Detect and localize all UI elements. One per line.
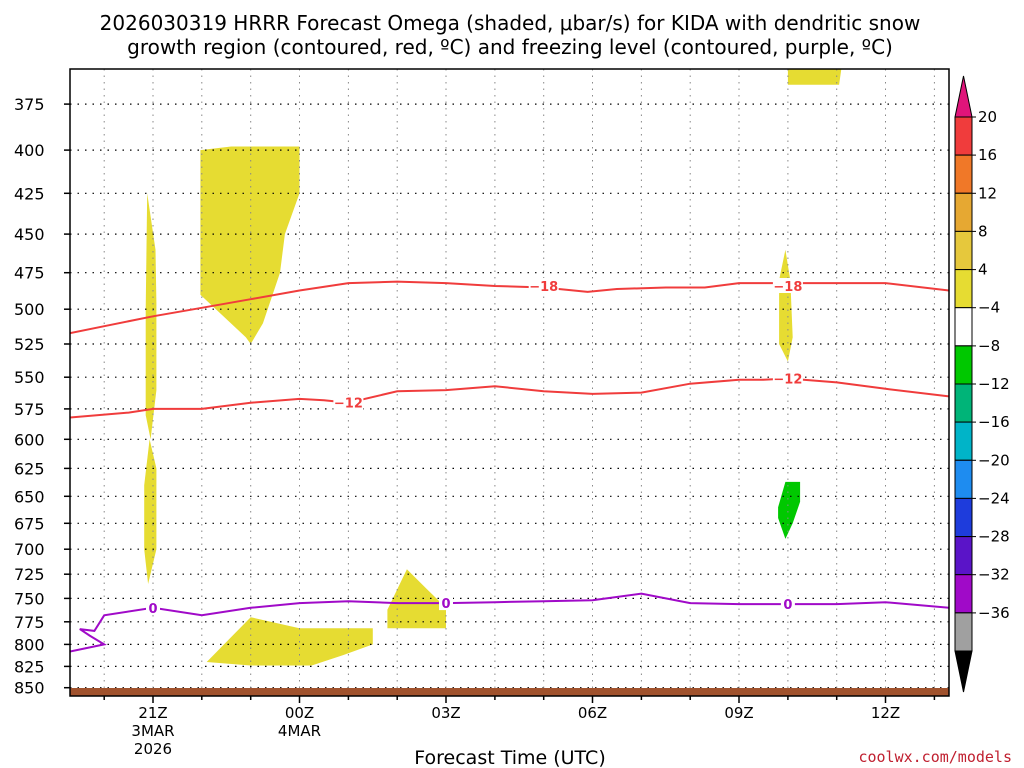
colorbar-label-12: −32 <box>978 566 1010 584</box>
colorbar-label-10: −24 <box>978 489 1010 507</box>
colorbar-label-11: −28 <box>978 528 1010 546</box>
omega-region-g <box>779 249 793 362</box>
ytick-label-575: 575 <box>14 400 45 419</box>
contour-label--18-0: −18 <box>529 280 558 295</box>
contour-label--12-1: −12 <box>773 373 802 388</box>
colorbar-box-2 <box>954 192 973 232</box>
contour-label--18-1: −18 <box>773 280 802 295</box>
y-axis: 375 400 425 450 475 500 525 550 575 600 625 650 675 7… <box>14 95 70 698</box>
ytick-label-725: 725 <box>14 565 45 584</box>
ytick-label-700: 700 <box>14 540 45 559</box>
contour-label-bg--12-0 <box>333 394 364 410</box>
plot-frame <box>69 68 950 697</box>
omega-region-f <box>787 69 842 85</box>
contour-line--12 <box>70 377 949 419</box>
ytick-label-625: 625 <box>14 459 45 478</box>
xtick-label-21Z: 21Z <box>138 704 167 722</box>
ytick-label-525: 525 <box>14 335 45 354</box>
ytick-label-800: 800 <box>14 635 45 654</box>
colorbar-box-1 <box>954 154 973 194</box>
ytick-label-850: 850 <box>14 679 45 698</box>
colorbar-box-11 <box>954 536 973 576</box>
colorbar-box-12 <box>954 574 973 614</box>
xtick-label-03Z: 03Z <box>431 704 460 722</box>
ytick-label-825: 825 <box>14 657 45 676</box>
omega-region-d <box>206 617 373 666</box>
contour-label-0-1: 0 <box>441 597 450 612</box>
chart-title-line2: growth region (contoured, red, ºC) and f… <box>127 35 893 59</box>
contour-label-bg--18-1 <box>772 278 803 293</box>
omega-region-c <box>200 146 300 344</box>
ytick-label-650: 650 <box>14 487 45 506</box>
colorbar: 20 16 12 8 4 −4 −8 −12 −16 −20 −24 −28 −32 −36 <box>954 75 1010 693</box>
contour-label-0-0: 0 <box>148 602 157 617</box>
ytick-label-600: 600 <box>14 430 45 449</box>
colorbar-box-13 <box>954 612 973 652</box>
colorbar-arrow-bottom <box>954 650 973 693</box>
colorbar-label-0: 20 <box>978 108 997 126</box>
colorbar-label-3: 8 <box>978 222 988 240</box>
ground-bar <box>70 688 949 696</box>
colorbar-label-7: −12 <box>978 375 1010 393</box>
chart-title-line1: 2026030319 HRRR Forecast Omega (shaded, … <box>100 11 921 35</box>
xtick-label-12Z: 12Z <box>871 704 900 722</box>
ytick-label-475: 475 <box>14 264 45 283</box>
ytick-label-750: 750 <box>14 589 45 608</box>
colorbar-box-4 <box>954 269 973 309</box>
ytick-label-400: 400 <box>14 141 45 160</box>
colorbar-box-3 <box>954 230 973 270</box>
ytick-label-450: 450 <box>14 225 45 244</box>
contour-label-bg-0-2 <box>780 596 795 612</box>
colorbar-box-7 <box>954 383 973 423</box>
xtick-label-00Z: 00Z <box>285 704 314 722</box>
xtick-sublabel-00Z-0: 4MAR <box>278 722 321 740</box>
omega-region-h <box>778 481 801 539</box>
contour-label--12-0: −12 <box>334 397 363 412</box>
colorbar-label-5: −4 <box>978 299 1000 317</box>
xtick-label-09Z: 09Z <box>724 704 753 722</box>
omega-shading <box>144 69 842 666</box>
colorbar-label-8: −16 <box>978 413 1010 431</box>
xtick-label-06Z: 06Z <box>578 704 607 722</box>
contour-label-bg--12-1 <box>772 370 803 386</box>
ytick-label-500: 500 <box>14 300 45 319</box>
ytick-label-425: 425 <box>14 184 45 203</box>
ytick-label-675: 675 <box>14 514 45 533</box>
xtick-sublabel-21Z-0: 3MAR <box>131 722 174 740</box>
colorbar-box-9 <box>954 459 973 499</box>
colorbar-box-0 <box>954 116 973 156</box>
contour-line-0 <box>70 592 949 653</box>
contour-label-bg--18-0 <box>528 278 559 293</box>
ytick-label-375: 375 <box>14 95 45 114</box>
xtick-sublabel-21Z-1: 2026 <box>134 740 172 758</box>
colorbar-label-6: −8 <box>978 337 1000 355</box>
ytick-label-550: 550 <box>14 368 45 387</box>
colorbar-box-5 <box>954 307 973 347</box>
colorbar-label-13: −36 <box>978 604 1010 622</box>
x-axis-title: Forecast Time (UTC) <box>414 747 605 768</box>
colorbar-arrow-top <box>954 75 973 118</box>
colorbar-box-8 <box>954 421 973 461</box>
contour-label-bg-0-1 <box>439 595 453 611</box>
contour-label-bg-0-0 <box>146 599 160 615</box>
colorbar-label-2: 12 <box>978 184 997 202</box>
colorbar-box-6 <box>954 345 973 385</box>
omega-region-b <box>144 439 157 584</box>
colorbar-box-10 <box>954 497 973 537</box>
omega-region-e <box>387 569 446 629</box>
contour-label-0-2: 0 <box>783 598 792 613</box>
colorbar-label-9: −20 <box>978 451 1010 469</box>
site-credit: coolwx.com/models <box>858 748 1012 766</box>
colorbar-label-4: 4 <box>978 261 988 279</box>
ground-strip <box>70 688 949 696</box>
colorbar-label-1: 16 <box>978 146 997 164</box>
contours: −18 −18 −12 −12 0 0 0 <box>70 278 949 653</box>
ytick-label-775: 775 <box>14 613 45 632</box>
